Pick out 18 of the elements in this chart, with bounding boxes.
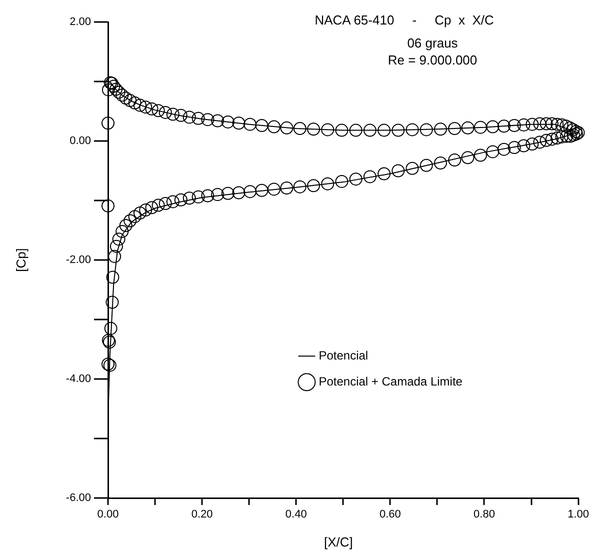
y-tick-label: -2.00 [66,254,91,266]
x-tick-label: 0.40 [285,508,307,521]
x-tick-label: 1.00 [568,508,590,521]
x-tick-label: 0.80 [474,508,495,521]
y-tick-label: -6.00 [66,492,91,504]
text: 06 graus [407,36,458,51]
chart-title: NACA 65-410 - Cp x X/C [314,12,494,28]
legend-label: Potencial + Camada Limite [318,374,463,388]
x-axis-title: [X/C] [324,534,353,550]
y-tick-label: -4.00 [66,373,91,386]
x-tick-label: 0.60 [379,508,401,521]
y-tick-label: 2.00 [70,16,91,28]
x-tick-label: 0.20 [191,508,213,521]
y-axis-title: [Cp] [14,248,29,272]
annotation: Re = 9.000.000 [388,52,478,68]
y-tick-label: 0.00 [70,135,91,148]
x-tick-label: 0.00 [97,508,119,521]
legend-label: Potencial [318,348,368,362]
